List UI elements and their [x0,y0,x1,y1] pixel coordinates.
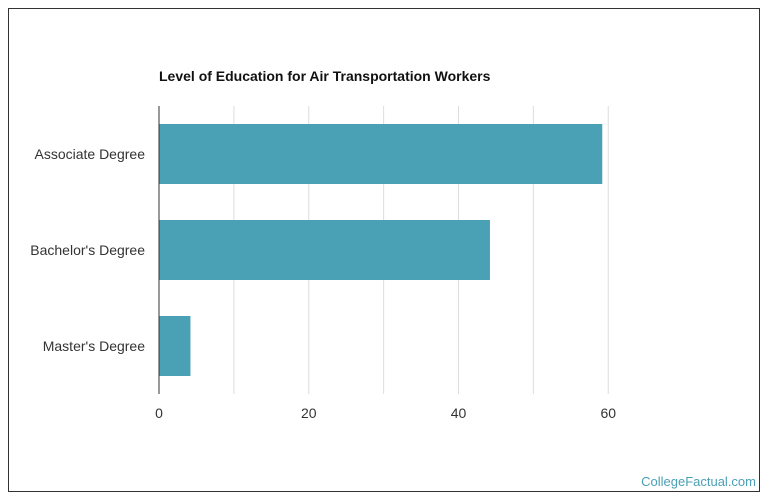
watermark: CollegeFactual.com [641,474,756,489]
category-label: Associate Degree [34,146,145,162]
x-tick-label: 0 [155,405,163,421]
x-tick-label: 60 [600,405,616,421]
bar [159,220,490,280]
x-tick-label: 40 [451,405,467,421]
chart-title: Level of Education for Air Transportatio… [159,68,491,84]
category-label: Master's Degree [43,338,145,354]
x-tick-label: 20 [301,405,317,421]
category-label: Bachelor's Degree [30,242,145,258]
bar [159,124,603,184]
bars [159,124,603,376]
x-tick-labels: 0 20 40 60 [155,405,616,421]
bar [159,316,191,376]
category-labels: Associate Degree Bachelor's Degree Master'… [30,146,145,354]
